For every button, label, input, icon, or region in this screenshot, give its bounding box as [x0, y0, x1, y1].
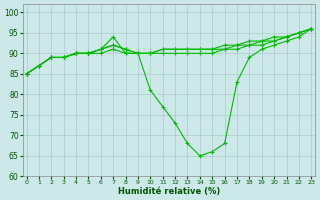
X-axis label: Humidité relative (%): Humidité relative (%)	[118, 187, 220, 196]
